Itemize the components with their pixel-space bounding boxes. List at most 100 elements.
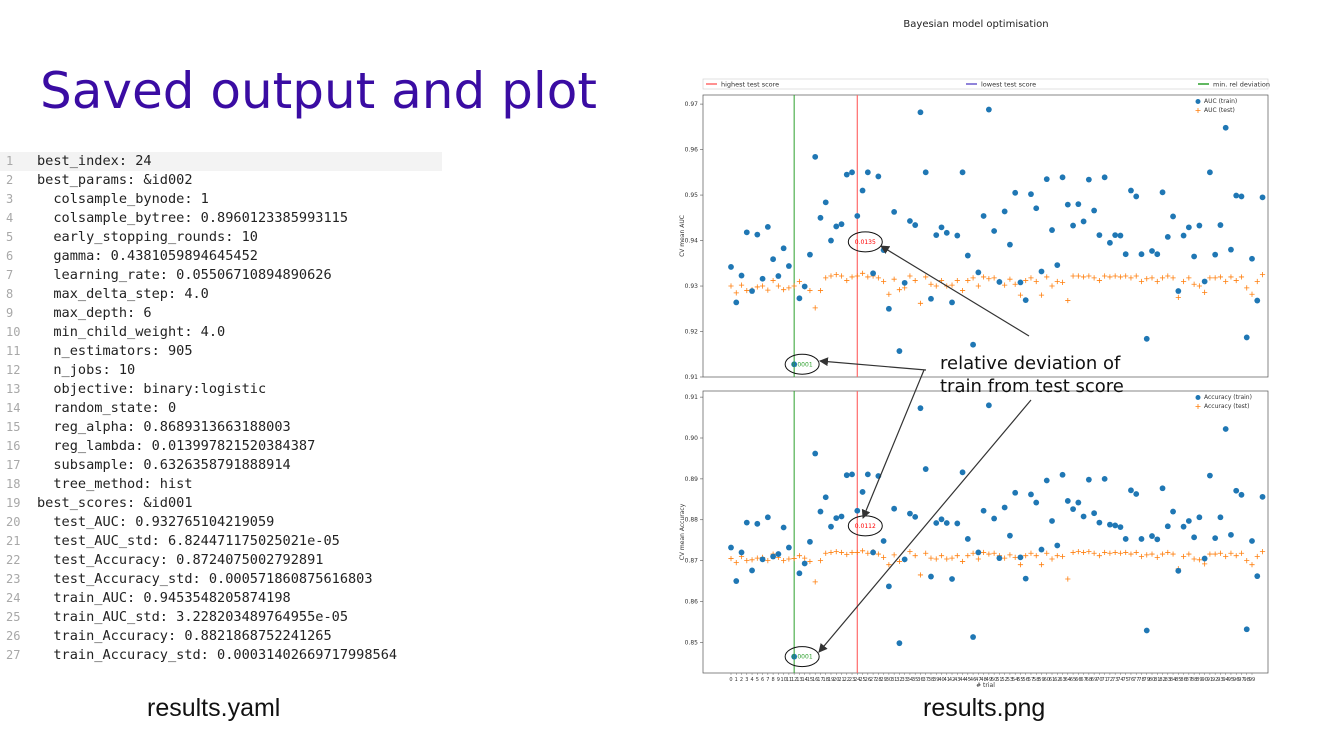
train-point xyxy=(754,520,761,527)
legend-train-label: AUC (train) xyxy=(1204,98,1237,105)
x-tick-label: 61 xyxy=(1049,677,1055,683)
train-point xyxy=(1033,205,1040,212)
test-point xyxy=(1117,274,1124,280)
train-point xyxy=(938,224,945,231)
train-point xyxy=(785,544,792,551)
code-line: 14 random_state: 0 xyxy=(0,399,442,418)
train-point xyxy=(980,213,987,219)
train-point xyxy=(1007,241,1013,248)
test-point xyxy=(823,275,829,281)
x-tick-label: 59 xyxy=(1038,677,1044,683)
code-line: 4 colsample_bytree: 0.8960123385993115 xyxy=(0,209,442,228)
test-point xyxy=(1012,281,1018,287)
test-point xyxy=(859,270,866,276)
line-number: 12 xyxy=(6,363,21,377)
test-point xyxy=(917,300,924,306)
x-tick-label: 54 xyxy=(1012,677,1018,683)
train-point xyxy=(954,232,961,239)
test-point xyxy=(1059,279,1066,285)
test-point xyxy=(1075,273,1081,279)
top-legend-label: min. rel deviation xyxy=(1213,81,1270,89)
x-tick-label: 91 xyxy=(1207,677,1213,683)
train-point xyxy=(812,153,819,160)
x-tick-label: 36 xyxy=(917,677,923,683)
test-point xyxy=(1186,551,1192,557)
train-point xyxy=(907,218,913,224)
x-tick-label: 11 xyxy=(786,677,792,683)
code-line: 7 learning_rate: 0.05506710894890626 xyxy=(0,266,442,285)
train-point xyxy=(1259,194,1266,201)
line-number: 11 xyxy=(6,344,21,358)
x-tick-label: 92 xyxy=(1212,677,1218,683)
train-point xyxy=(1164,234,1171,240)
train-point xyxy=(1064,201,1071,208)
x-tick-label: 23 xyxy=(849,677,855,683)
train-point xyxy=(801,560,808,567)
x-tick-label: 18 xyxy=(823,677,829,683)
test-point xyxy=(1054,278,1060,285)
code-text: best_scores: &id001 xyxy=(37,495,193,511)
test-point xyxy=(933,556,939,562)
code-text: test_AUC: 0.932765104219059 xyxy=(37,514,275,530)
arrow-to-acc-minrel xyxy=(818,399,1032,653)
y-tick-label: 0.86 xyxy=(685,598,699,605)
x-tick-label: 21 xyxy=(838,677,844,683)
train-point xyxy=(917,109,924,116)
test-point xyxy=(981,274,987,280)
x-tick-label: 68 xyxy=(1086,677,1092,683)
x-tick-label: 9 xyxy=(777,677,780,683)
line-number: 5 xyxy=(6,230,14,244)
test-point xyxy=(728,283,734,289)
x-tick-label: 34 xyxy=(907,677,913,683)
x-tick-label: 83 xyxy=(1165,677,1171,683)
test-point xyxy=(891,552,897,558)
train-point xyxy=(738,272,745,279)
train-point xyxy=(1228,531,1234,538)
train-point xyxy=(1043,176,1050,183)
test-point xyxy=(1259,549,1266,555)
code-line: 24 train_AUC: 0.9453548205874198 xyxy=(0,589,442,608)
test-point xyxy=(1033,553,1039,559)
test-point xyxy=(796,278,803,285)
train-point xyxy=(1028,191,1034,198)
x-tick-label: 17 xyxy=(817,677,823,683)
test-point xyxy=(954,553,960,559)
code-line: 6 gamma: 0.4381059894645452 xyxy=(0,247,442,266)
test-point xyxy=(833,549,839,555)
train-point xyxy=(975,549,982,556)
train-point xyxy=(1070,506,1076,513)
test-point xyxy=(812,305,818,311)
test-point xyxy=(1049,283,1055,289)
code-text: best_index: 24 xyxy=(37,153,152,169)
test-point xyxy=(802,555,808,561)
train-point xyxy=(975,269,982,276)
test-point xyxy=(733,290,739,296)
train-point xyxy=(1217,222,1224,228)
x-tick-label: 58 xyxy=(1033,677,1039,683)
code-line: 10 min_child_weight: 4.0 xyxy=(0,323,442,342)
test-point xyxy=(1070,549,1076,556)
train-point xyxy=(1238,491,1245,498)
x-tick-label: 26 xyxy=(865,677,871,683)
arrow-to-auc-minrel xyxy=(819,357,927,371)
test-point xyxy=(1196,283,1202,289)
x-tick-label: 84 xyxy=(1170,677,1176,683)
train-point xyxy=(1107,239,1113,246)
code-text: gamma: 0.4381059894645452 xyxy=(37,248,258,264)
line-number: 13 xyxy=(6,382,21,396)
train-point xyxy=(964,536,971,542)
train-point xyxy=(954,520,961,527)
test-point xyxy=(881,278,887,285)
x-tick-label: 78 xyxy=(1138,677,1144,683)
train-point xyxy=(1101,174,1108,181)
results-plot: Bayesian model optimisation highest test … xyxy=(679,19,1270,689)
train-point xyxy=(791,653,798,660)
y-tick-label: 0.94 xyxy=(685,238,699,245)
x-tick-label: 10 xyxy=(780,677,786,683)
test-point xyxy=(1012,554,1018,560)
train-point xyxy=(1122,536,1129,542)
test-point xyxy=(1202,561,1208,567)
train-point xyxy=(1107,521,1113,528)
y-tick-label: 0.95 xyxy=(685,192,699,199)
y-tick-label: 0.97 xyxy=(685,101,699,108)
